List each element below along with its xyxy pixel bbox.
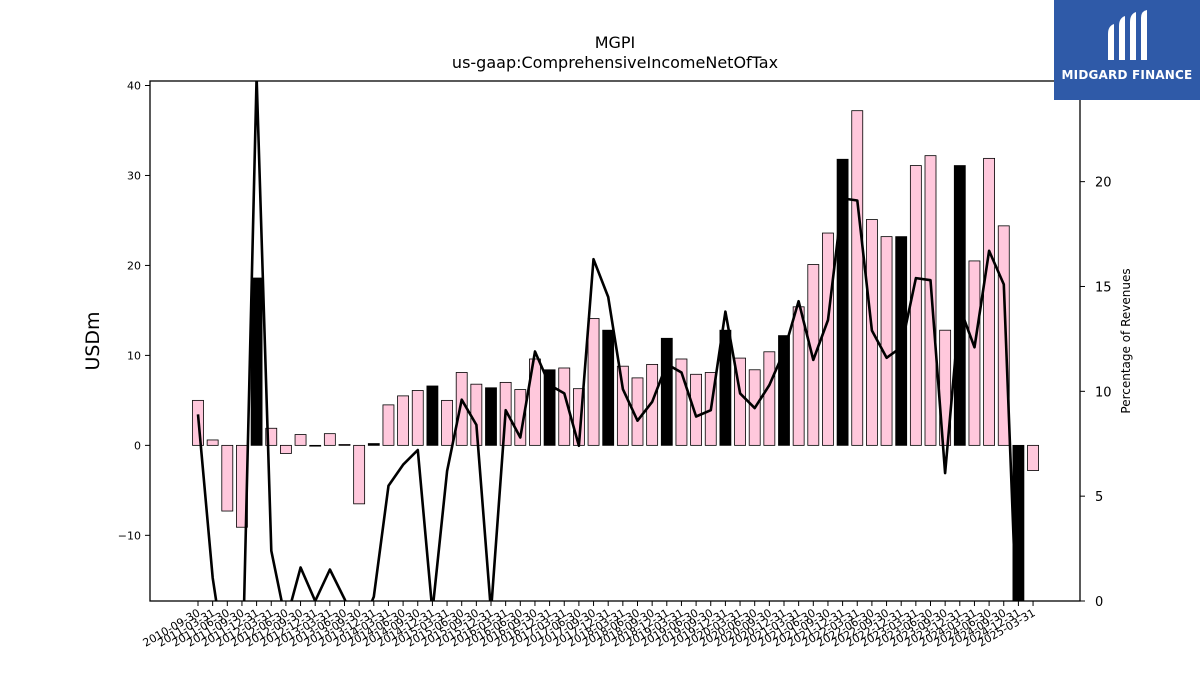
bar-quarter: [558, 367, 571, 446]
bar-year-end: [485, 387, 497, 446]
bar-quarter: [616, 365, 629, 446]
bar-quarter: [880, 236, 893, 446]
y2-tick-label: 15: [1095, 280, 1112, 295]
bar-quarter: [455, 372, 468, 446]
bar-year-end: [836, 158, 849, 446]
bars: [192, 110, 1039, 601]
y-tick-label: 40: [127, 79, 141, 92]
percentage-line: [196, 81, 1018, 601]
y-tick-label: 0: [134, 439, 141, 452]
percentage-line-path: [196, 81, 1018, 601]
chart-title: MGPI: [595, 33, 636, 52]
bar-year-end: [660, 337, 673, 446]
logo-text: MIDGARD FINANCE: [1061, 68, 1193, 82]
bar-quarter: [909, 165, 922, 446]
bar-quarter: [382, 404, 395, 446]
y-tick-label: 10: [127, 349, 141, 362]
bar-quarter: [1027, 444, 1039, 471]
bar-quarter: [441, 399, 453, 446]
bar-year-end: [367, 443, 380, 446]
bar-quarter: [353, 444, 366, 505]
bar-year-end: [719, 329, 732, 446]
bar-year-end: [602, 329, 615, 446]
bar-quarter: [206, 439, 219, 446]
midgard-logo-icon: [1108, 10, 1147, 60]
bar-quarter: [924, 155, 937, 446]
y-axis-label: USDm: [82, 311, 104, 370]
bar-quarter: [323, 433, 336, 446]
y-tick-label: −10: [118, 529, 141, 542]
brand-logo: MIDGARD FINANCE: [1054, 0, 1200, 100]
bar-quarter: [734, 357, 746, 446]
bar-year-end: [250, 277, 263, 446]
bar-quarter: [411, 390, 424, 446]
plot-frame: [149, 80, 1081, 602]
bar-quarter: [279, 444, 292, 454]
bar-quarter: [265, 427, 278, 446]
bar-quarter: [338, 444, 351, 446]
bar-quarter: [968, 260, 981, 446]
bar-quarter: [983, 157, 995, 446]
bar-quarter: [221, 444, 234, 512]
bar-quarter: [397, 395, 410, 446]
y2-axis-label: Percentage of Revenues: [1119, 268, 1133, 413]
chart-subtitle: us-gaap:ComprehensiveIncomeNetOfTax: [452, 53, 778, 72]
bar-quarter: [675, 358, 688, 446]
bar-quarter: [294, 434, 307, 446]
bar-year-end: [426, 385, 439, 446]
bar-quarter: [792, 306, 805, 446]
bar-year-end: [778, 335, 790, 446]
bar-quarter: [587, 318, 600, 446]
y2-tick-label: 10: [1095, 385, 1112, 400]
bar-quarter: [514, 389, 527, 446]
bar-quarter: [997, 225, 1010, 446]
bar-quarter: [763, 351, 776, 446]
bar-year-end: [543, 369, 556, 446]
bar-quarter: [646, 363, 659, 446]
bar-year-end: [953, 165, 966, 446]
y-tick-label: 30: [127, 169, 141, 182]
bar-quarter: [690, 373, 702, 446]
bar-year-end: [895, 236, 908, 446]
y-tick-label: 20: [127, 259, 141, 272]
y2-tick-label: 0: [1095, 595, 1103, 610]
bar-quarter: [851, 110, 864, 446]
y2-tick-label: 20: [1095, 176, 1112, 191]
bar-quarter: [309, 444, 322, 447]
y2-tick-label: 5: [1095, 490, 1103, 505]
axes: −10010203040051015202010-09-302011-03-31…: [118, 79, 1112, 649]
bar-quarter: [822, 232, 834, 446]
